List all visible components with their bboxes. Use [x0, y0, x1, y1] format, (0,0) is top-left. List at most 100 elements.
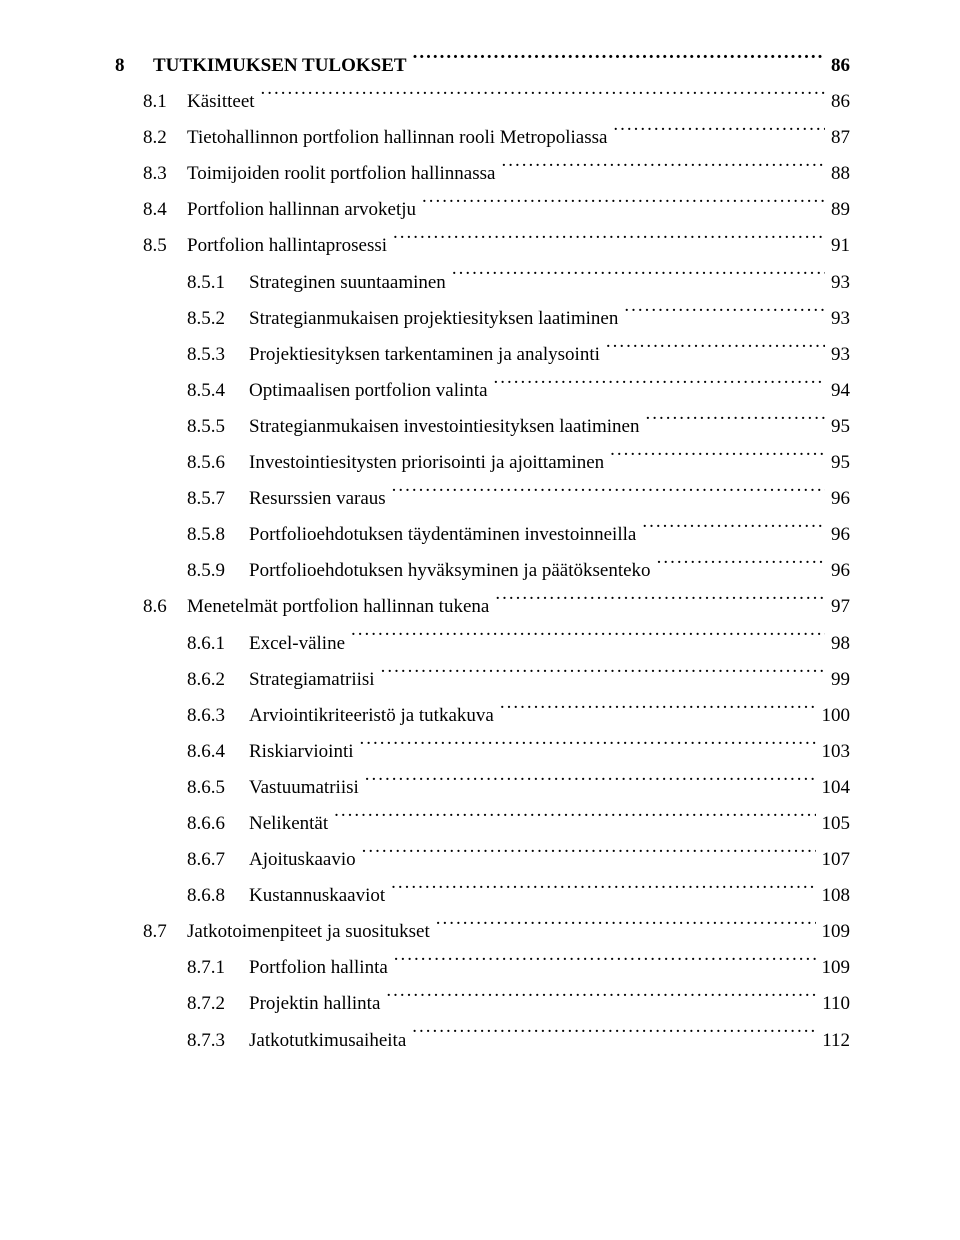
toc-leader-dots: [642, 517, 825, 540]
toc-leader-dots: [393, 229, 825, 252]
toc-entry-number: 8.3: [143, 156, 187, 192]
toc-entry-page: 91: [825, 228, 850, 264]
toc-entry-title: Projektiesityksen tarkentaminen ja analy…: [249, 337, 606, 373]
toc-entry: 8.7.2Projektin hallinta 110: [187, 986, 850, 1022]
toc-entry: 8.5.9Portfolioehdotuksen hyväksyminen ja…: [187, 553, 850, 589]
toc-entry-title: Strateginen suuntaaminen: [249, 265, 452, 301]
toc-entry: 8TUTKIMUKSEN TULOKSET86: [115, 48, 850, 84]
toc-entry-page: 93: [825, 301, 850, 337]
toc-entry-number: 8.7.1: [187, 950, 249, 986]
toc-entry: 8.3Toimijoiden roolit portfolion hallinn…: [143, 156, 850, 192]
toc-entry-page: 88: [825, 156, 850, 192]
toc-entry-title: Projektin hallinta: [249, 986, 386, 1022]
toc-entry: 8.5.2Strategianmukaisen projektiesitykse…: [187, 301, 850, 337]
toc-entry-number: 8.5.6: [187, 445, 249, 481]
toc-entry-page: 93: [825, 337, 850, 373]
toc-leader-dots: [436, 914, 816, 937]
toc-entry-number: 8.6.6: [187, 806, 249, 842]
toc-entry-title: Kustannuskaaviot: [249, 878, 391, 914]
toc-leader-dots: [422, 193, 825, 216]
toc-entry-number: 8.6.5: [187, 770, 249, 806]
toc-entry: 8.5.8Portfolioehdotuksen täydentäminen i…: [187, 517, 850, 553]
toc-entry-number: 8.5.8: [187, 517, 249, 553]
toc-entry-number: 8.7.2: [187, 986, 249, 1022]
toc-entry-number: 8.4: [143, 192, 187, 228]
toc-leader-dots: [613, 120, 825, 143]
toc-entry-number: 8.6.1: [187, 626, 249, 662]
toc-entry-page: 93: [825, 265, 850, 301]
toc-entry: 8.6.2Strategiamatriisi99: [187, 662, 850, 698]
toc-entry-number: 8.6.7: [187, 842, 249, 878]
toc-entry-page: 96: [825, 553, 850, 589]
toc-entry-page: 110: [816, 986, 850, 1022]
toc-entry-number: 8.6.3: [187, 698, 249, 734]
toc-entry: 8.7Jatkotoimenpiteet ja suositukset109: [143, 914, 850, 950]
toc-entry-title: Resurssien varaus: [249, 481, 392, 517]
toc-entry: 8.6.3Arviointikriteeristö ja tutkakuva10…: [187, 698, 850, 734]
toc-entry-page: 94: [825, 373, 850, 409]
toc-entry: 8.5.1Strateginen suuntaaminen 93: [187, 265, 850, 301]
toc-entry-number: 8.7.3: [187, 1023, 249, 1059]
toc-entry-number: 8: [115, 48, 153, 84]
toc-leader-dots: [412, 1023, 816, 1046]
toc-entry-number: 8.5.2: [187, 301, 249, 337]
toc-entry-number: 8.5.7: [187, 481, 249, 517]
toc-entry-page: 108: [816, 878, 851, 914]
toc-entry-title: Strategianmukaisen investointiesityksen …: [249, 409, 645, 445]
toc-entry: 8.7.1Portfolion hallinta109: [187, 950, 850, 986]
toc-entry-title: Portfolioehdotuksen hyväksyminen ja päät…: [249, 553, 657, 589]
toc-entry-title: Strategianmukaisen projektiesityksen laa…: [249, 301, 624, 337]
toc-leader-dots: [495, 590, 825, 613]
toc-leader-dots: [334, 806, 815, 829]
toc-leader-dots: [386, 987, 816, 1010]
toc-entry-page: 98: [825, 626, 850, 662]
toc-entry-page: 97: [825, 589, 850, 625]
toc-entry-title: Ajoituskaavio: [249, 842, 362, 878]
toc-entry-page: 96: [825, 481, 850, 517]
toc-entry-page: 99: [825, 662, 850, 698]
toc-entry-title: Toimijoiden roolit portfolion hallinnass…: [187, 156, 501, 192]
toc-entry-number: 8.5.4: [187, 373, 249, 409]
toc-leader-dots: [365, 770, 816, 793]
toc-entry-number: 8.5: [143, 228, 187, 264]
toc-entry-page: 96: [825, 517, 850, 553]
toc-leader-dots: [362, 842, 816, 865]
toc-leader-dots: [624, 301, 825, 324]
toc-entry-number: 8.2: [143, 120, 187, 156]
toc-leader-dots: [392, 481, 825, 504]
toc-entry-title: Portfolion hallinta: [249, 950, 394, 986]
toc-entry-page: 86: [825, 84, 850, 120]
toc-entry: 8.6.1Excel-väline98: [187, 626, 850, 662]
toc-entry-page: 95: [825, 445, 850, 481]
toc-leader-dots: [501, 156, 825, 179]
toc-entry: 8.7.3Jatkotutkimusaiheita112: [187, 1023, 850, 1059]
toc-entry: 8.2Tietohallinnon portfolion hallinnan r…: [143, 120, 850, 156]
toc-leader-dots: [452, 265, 825, 288]
toc-entry-page: 86: [825, 48, 850, 84]
toc-page: 8TUTKIMUKSEN TULOKSET868.1Käsitteet868.2…: [0, 0, 960, 1240]
toc-entry: 8.4Portfolion hallinnan arvoketju 89: [143, 192, 850, 228]
toc-leader-dots: [610, 445, 825, 468]
toc-entry-page: 89: [825, 192, 850, 228]
toc-entry-title: Portfolion hallintaprosessi: [187, 228, 393, 264]
toc-entry: 8.6.7Ajoituskaavio107: [187, 842, 850, 878]
toc-entry-page: 112: [816, 1023, 850, 1059]
toc-entry: 8.6Menetelmät portfolion hallinnan tuken…: [143, 589, 850, 625]
toc-entry-page: 87: [825, 120, 850, 156]
toc-entry-title: Riskiarviointi: [249, 734, 360, 770]
toc-entry: 8.6.8Kustannuskaaviot108: [187, 878, 850, 914]
toc-leader-dots: [413, 48, 825, 71]
toc-entry-title: Nelikentät: [249, 806, 334, 842]
toc-entry-number: 8.5.1: [187, 265, 249, 301]
toc-entry-title: Strategiamatriisi: [249, 662, 381, 698]
toc-leader-dots: [381, 662, 825, 685]
toc-entry-number: 8.1: [143, 84, 187, 120]
toc-entry-title: Portfolion hallinnan arvoketju: [187, 192, 422, 228]
toc-entry: 8.5.4Optimaalisen portfolion valinta94: [187, 373, 850, 409]
toc-entry: 8.5.5Strategianmukaisen investointiesity…: [187, 409, 850, 445]
toc-leader-dots: [391, 878, 815, 901]
toc-entry-title: Portfolioehdotuksen täydentäminen invest…: [249, 517, 642, 553]
toc-entry: 8.5Portfolion hallintaprosessi 91: [143, 228, 850, 264]
toc-leader-dots: [494, 373, 825, 396]
toc-entry: 8.1Käsitteet86: [143, 84, 850, 120]
